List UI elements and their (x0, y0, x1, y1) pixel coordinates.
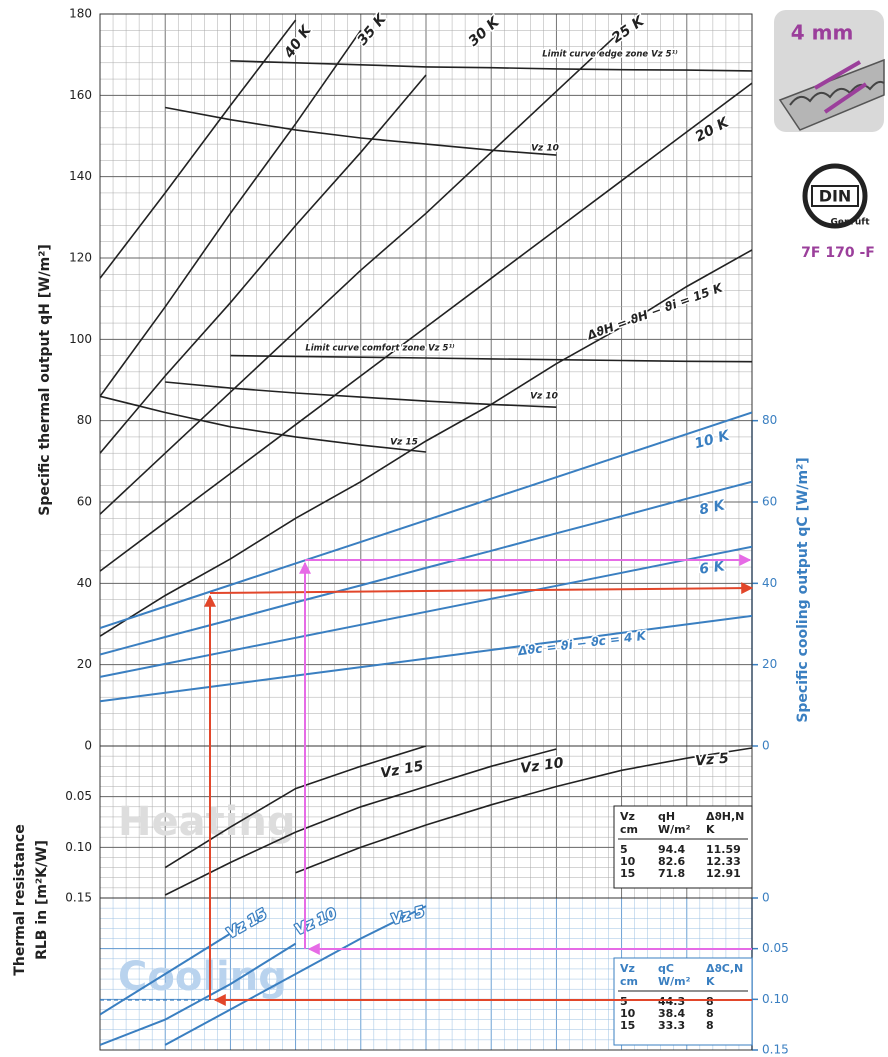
y-tick-label: 0.05 (65, 789, 92, 803)
y2-tick-label: 0 (762, 891, 770, 905)
y-tick-label: 0 (84, 739, 92, 753)
y2-tick-label: 80 (762, 413, 777, 427)
din-caption: Geprüft (831, 218, 871, 228)
table-header: K (706, 823, 715, 836)
series-label: Vz 5 (695, 751, 730, 770)
y-tick-label: 0.15 (65, 891, 92, 905)
y-tick-label: 40 (77, 576, 92, 590)
series-label: Limit curve edge zone Vz 5¹⁾ (542, 50, 678, 60)
y2-tick-label: 0 (762, 739, 770, 753)
y-tick-label: 80 (77, 413, 92, 427)
table-header: qC (658, 962, 674, 975)
y-axis-title: RLB in [m²K/W] (34, 840, 50, 960)
page: 02040608010012014016018002040608040 K35 … (0, 0, 888, 1057)
y-tick-label: 120 (69, 251, 92, 265)
table-header: cm (620, 823, 638, 836)
y2-tick-label: 20 (762, 657, 777, 671)
table-cell: 15 (620, 1019, 635, 1032)
y-tick-label: 60 (77, 495, 92, 509)
series-label: Vz 10 (530, 392, 558, 402)
table-header: cm (620, 975, 638, 988)
din-label: DIN (819, 187, 852, 206)
y-axis-title: Specific thermal output qH [W/m²] (37, 244, 53, 516)
y2-tick-label: 0.15 (762, 1043, 789, 1057)
table-header: ΔϑC,N (706, 962, 743, 975)
series-label: Vz 10 (531, 144, 559, 154)
y2-axis-title: Specific cooling output qC [W/m²] (795, 457, 811, 722)
watermark: Heating (118, 799, 296, 845)
y-tick-label: 140 (69, 169, 92, 183)
table-header: K (706, 975, 715, 988)
table-cell: 71.8 (658, 867, 685, 880)
series-label: Vz 15 (390, 438, 418, 448)
y2-tick-label: 0.10 (762, 992, 789, 1006)
y2-tick-label: 60 (762, 495, 777, 509)
thickness-badge: 4 mm (774, 10, 884, 132)
table-header: ΔϑH,N (706, 810, 744, 823)
approval-code: 7F 170 -F (801, 245, 875, 261)
table-cell: 12.91 (706, 867, 741, 880)
thickness-label: 4 mm (791, 21, 854, 45)
chart: 02040608010012014016018002040608040 K35 … (0, 0, 888, 1057)
table-header: W/m² (658, 823, 691, 836)
table-header: Vz (620, 810, 635, 823)
y2-tick-label: 0.05 (762, 941, 789, 955)
y-tick-label: 180 (69, 7, 92, 21)
din-badge: DIN Geprüft 7F 170 -F (801, 166, 875, 261)
table-cell: 15 (620, 867, 635, 880)
y-axis-title: Thermal resistance (12, 824, 28, 975)
table-header: W/m² (658, 975, 691, 988)
y-tick-label: 160 (69, 88, 92, 102)
table-header: Vz (620, 962, 635, 975)
table-cell: 33.3 (658, 1019, 685, 1032)
table-cell: 8 (706, 1019, 714, 1032)
y-tick-label: 20 (77, 657, 92, 671)
y2-tick-label: 40 (762, 576, 777, 590)
table-header: qH (658, 810, 675, 823)
y-tick-label: 100 (69, 332, 92, 346)
y-tick-label: 0.10 (65, 840, 92, 854)
series-label: Limit curve comfort zone Vz 5¹⁾ (305, 344, 455, 354)
